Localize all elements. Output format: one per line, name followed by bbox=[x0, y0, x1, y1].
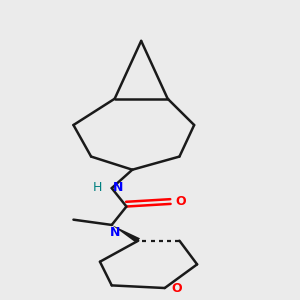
Text: O: O bbox=[172, 282, 182, 295]
Text: O: O bbox=[175, 195, 186, 208]
Text: N: N bbox=[113, 181, 124, 194]
Polygon shape bbox=[112, 225, 140, 243]
Text: H: H bbox=[93, 181, 102, 194]
Text: N: N bbox=[110, 226, 120, 239]
